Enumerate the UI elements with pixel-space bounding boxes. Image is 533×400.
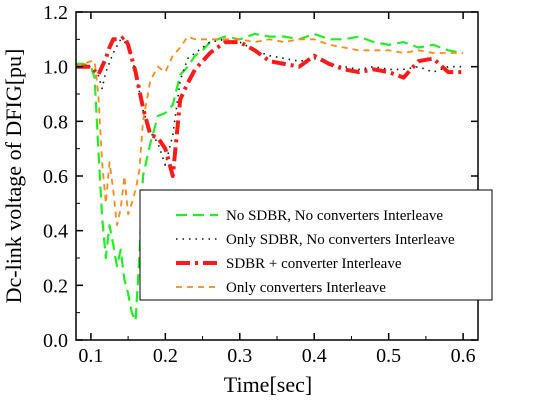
ticks-layer: 0.1 0.2 0.3 0.4 0.5 0.6 0.0 0.2 0.4 0.6 0.8 1.0 1.2 bbox=[43, 2, 478, 367]
x-tick-label: 0.6 bbox=[451, 345, 476, 367]
series-line-4 bbox=[75, 35, 464, 227]
legend-label-2: Only SDBR, No converters Interleave bbox=[226, 232, 455, 248]
x-tick-label: 0.2 bbox=[153, 345, 178, 367]
legend-label-3: SDBR + converter Interleave bbox=[226, 256, 402, 272]
legend-label-1: No SDBR, No converters Interleave bbox=[226, 208, 443, 224]
legend-entries: No SDBR, No converters Interleave Only SD… bbox=[176, 208, 455, 296]
x-tick-label: 0.1 bbox=[78, 345, 103, 367]
y-tick-label: 0.2 bbox=[43, 275, 68, 297]
x-tick-label: 0.4 bbox=[302, 345, 327, 367]
y-tick-label: 1.2 bbox=[43, 2, 68, 24]
series-line-2 bbox=[76, 38, 464, 166]
series-layer bbox=[75, 32, 464, 322]
y-tick-label: 0.0 bbox=[43, 330, 68, 352]
series-line-3 bbox=[76, 34, 464, 178]
x-tick-label: 0.3 bbox=[227, 345, 252, 367]
legend: No SDBR, No converters Interleave Only SD… bbox=[139, 189, 493, 301]
legend-box bbox=[139, 189, 493, 301]
x-axis-title: Time[sec] bbox=[224, 372, 312, 397]
y-axis-title: Dc-link voltage of DFIG[pu] bbox=[1, 49, 26, 304]
x-tick-label: 0.5 bbox=[376, 345, 401, 367]
y-tick-label: 0.6 bbox=[43, 166, 68, 188]
legend-label-4: Only converters Interleave bbox=[226, 280, 386, 296]
y-tick-label: 1.0 bbox=[43, 57, 68, 79]
y-tick-label: 0.8 bbox=[43, 111, 68, 133]
y-tick-label: 0.4 bbox=[43, 221, 68, 243]
